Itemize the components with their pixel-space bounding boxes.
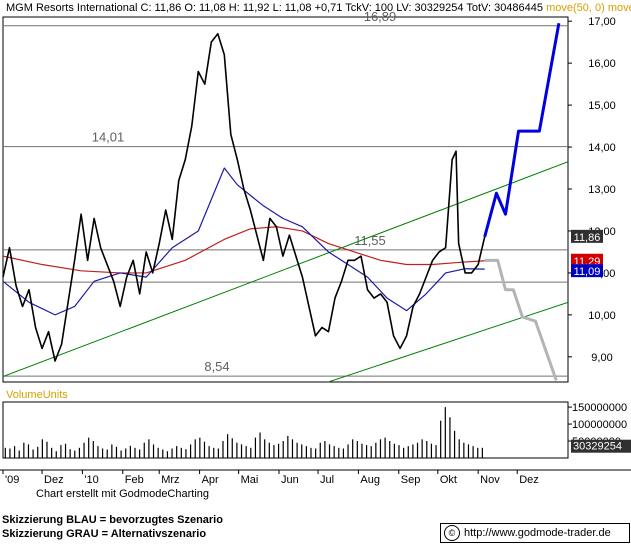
date-axis-tick-label: Aug [360, 474, 380, 486]
date-axis-tick-label: Feb [125, 474, 144, 486]
date-axis-tick-label: Dez [44, 474, 64, 486]
price-axis-tick-label: 9,00 [591, 352, 612, 364]
price-axis-tick-label: 13,00 [588, 184, 616, 196]
volume-pane-title: VolumeUnits [6, 389, 68, 401]
volume-axis-tick-label: 150000000 [572, 402, 627, 414]
scenario-legend: Skizzierung BLAU = bevorzugtes Szenario … [2, 513, 223, 541]
price-label-ma50: 11,09 [574, 266, 601, 278]
level-label: 16,89 [364, 9, 397, 24]
trendline-lower-channel [326, 301, 568, 382]
price-line [2, 32, 486, 362]
price-axis-tick-label: 10,00 [588, 310, 616, 322]
price-label-last: 11,86 [574, 232, 601, 244]
date-axis-tick-label: Sep [401, 474, 421, 486]
legend-gray-scenario: Skizzierung GRAU = Alternativszenario [2, 528, 207, 540]
date-axis-tick-label: '09 [5, 474, 19, 486]
moving-average-label: move(50, 0) move [546, 2, 631, 14]
date-axis-tick-label: Mai [241, 474, 259, 486]
price-axis-tick-label: 14,00 [588, 142, 616, 154]
price-pane-frame [2, 16, 569, 383]
ohlc-stats: C: 11,86 O: 11,08 H: 11,92 L: 11,08 +0,7… [140, 2, 544, 14]
price-axis-tick-label: 17,00 [588, 16, 616, 28]
scenario-gray-path [484, 258, 558, 381]
price-label-last-box [571, 229, 603, 243]
date-axis-tick-label: '10 [84, 474, 98, 486]
symbol-name: MGM Resorts International [6, 2, 138, 14]
price-label-ma200-box [571, 253, 603, 267]
level-label: 8,54 [204, 359, 229, 374]
date-axis-tick-label: Dez [519, 474, 539, 486]
price-axis-tick-label: 16,00 [588, 58, 616, 70]
date-axis-tick-label: Jun [281, 474, 299, 486]
source-url-box[interactable]: © http://www.godmode-trader.de [440, 523, 630, 543]
date-axis-tick-label: Okt [440, 474, 457, 486]
volume-last-box [571, 439, 631, 453]
source-url[interactable]: http://www.godmode-trader.de [464, 527, 611, 539]
copyright-icon: © [444, 525, 460, 542]
price-label-ma50-box [571, 264, 603, 278]
legend-blue-scenario: Skizzierung BLAU = bevorzugtes Szenario [2, 514, 223, 526]
trendline-upper-channel [3, 161, 568, 378]
volume-last-label: 30329254 [573, 441, 622, 453]
chart-header: MGM Resorts International C: 11,86 O: 11… [0, 0, 631, 17]
date-axis-tick-label: Jul [320, 474, 334, 486]
date-axis-tick-label: Apr [202, 474, 219, 486]
volume-pane-frame [2, 401, 569, 459]
chart-credit: Chart erstellt mit GodmodeCharting [36, 488, 210, 500]
price-axis-tick-label: 15,00 [588, 100, 616, 112]
date-axis-tick-label: Nov [480, 474, 500, 486]
level-label: 11,55 [354, 233, 386, 248]
level-label: 14,01 [92, 130, 125, 145]
date-axis-tick-label: Mrz [161, 474, 179, 486]
volume-axis-tick-label: 100000000 [572, 419, 627, 431]
scenario-blue-path [483, 23, 561, 238]
